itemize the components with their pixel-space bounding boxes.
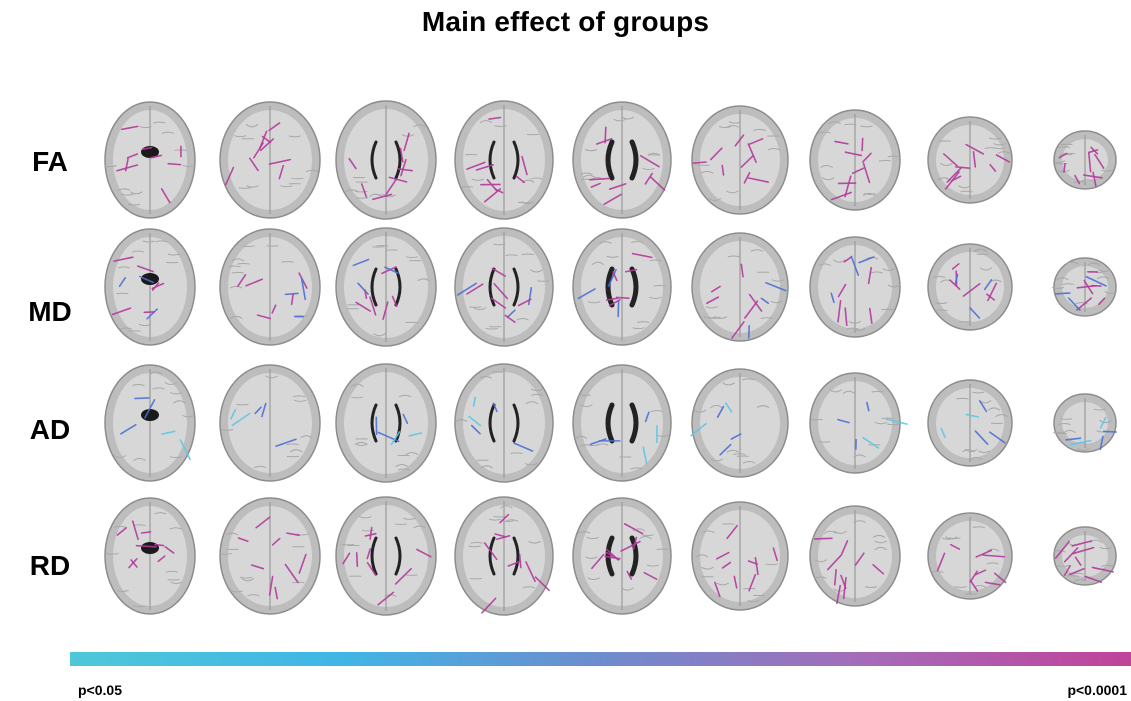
- brain-slice: [104, 228, 196, 346]
- brain-slice: [1053, 393, 1117, 453]
- brain-slice: [572, 228, 672, 346]
- brain-slice: [219, 101, 321, 219]
- brain-slice: [927, 116, 1013, 204]
- brain-slice: [691, 232, 789, 342]
- brain-slice: [219, 497, 321, 615]
- brain-slice: [927, 379, 1013, 467]
- brain-slice: [219, 228, 321, 346]
- row-label-rd: RD: [29, 550, 71, 581]
- brain-slice: [454, 363, 554, 483]
- brain-slice: [454, 227, 554, 347]
- figure-title: Main effect of groups: [421, 6, 710, 37]
- brain-slice: [691, 105, 789, 215]
- brain-slice: [335, 227, 437, 347]
- brain-slice: [809, 372, 909, 474]
- colorbar-min-label: p<0.05: [78, 682, 122, 698]
- colorbar-max-label: p<0.0001: [1067, 682, 1127, 698]
- brain-slice: [809, 505, 901, 607]
- brain-slice: [927, 512, 1013, 600]
- brain-slice: [335, 496, 437, 616]
- brain-slice: [572, 364, 672, 482]
- row-label-md: MD: [28, 296, 72, 327]
- brain-slice: [454, 496, 554, 616]
- row-label-fa: FA: [32, 146, 68, 177]
- brain-slice: [809, 109, 901, 211]
- brain-slice: [454, 100, 554, 220]
- brain-slice: [1052, 130, 1117, 190]
- brain-slice: [104, 364, 196, 482]
- brain-slice: [1051, 257, 1118, 317]
- brain-slices-grid: [104, 100, 1118, 616]
- brain-slice: [572, 497, 672, 615]
- brain-slice: [335, 100, 437, 220]
- brain-slice: [572, 101, 672, 219]
- brain-slice: [1053, 526, 1117, 586]
- brain-slice: [927, 243, 1013, 331]
- brain-slice: [691, 501, 789, 611]
- brain-slice: [335, 363, 437, 483]
- brain-slice: [104, 101, 196, 219]
- colorbar: [70, 652, 1131, 666]
- brain-slice: [809, 236, 901, 338]
- row-label-ad: AD: [29, 414, 71, 445]
- brain-slice: [219, 364, 321, 482]
- brain-slice: [690, 368, 789, 478]
- brain-slice: [104, 497, 196, 615]
